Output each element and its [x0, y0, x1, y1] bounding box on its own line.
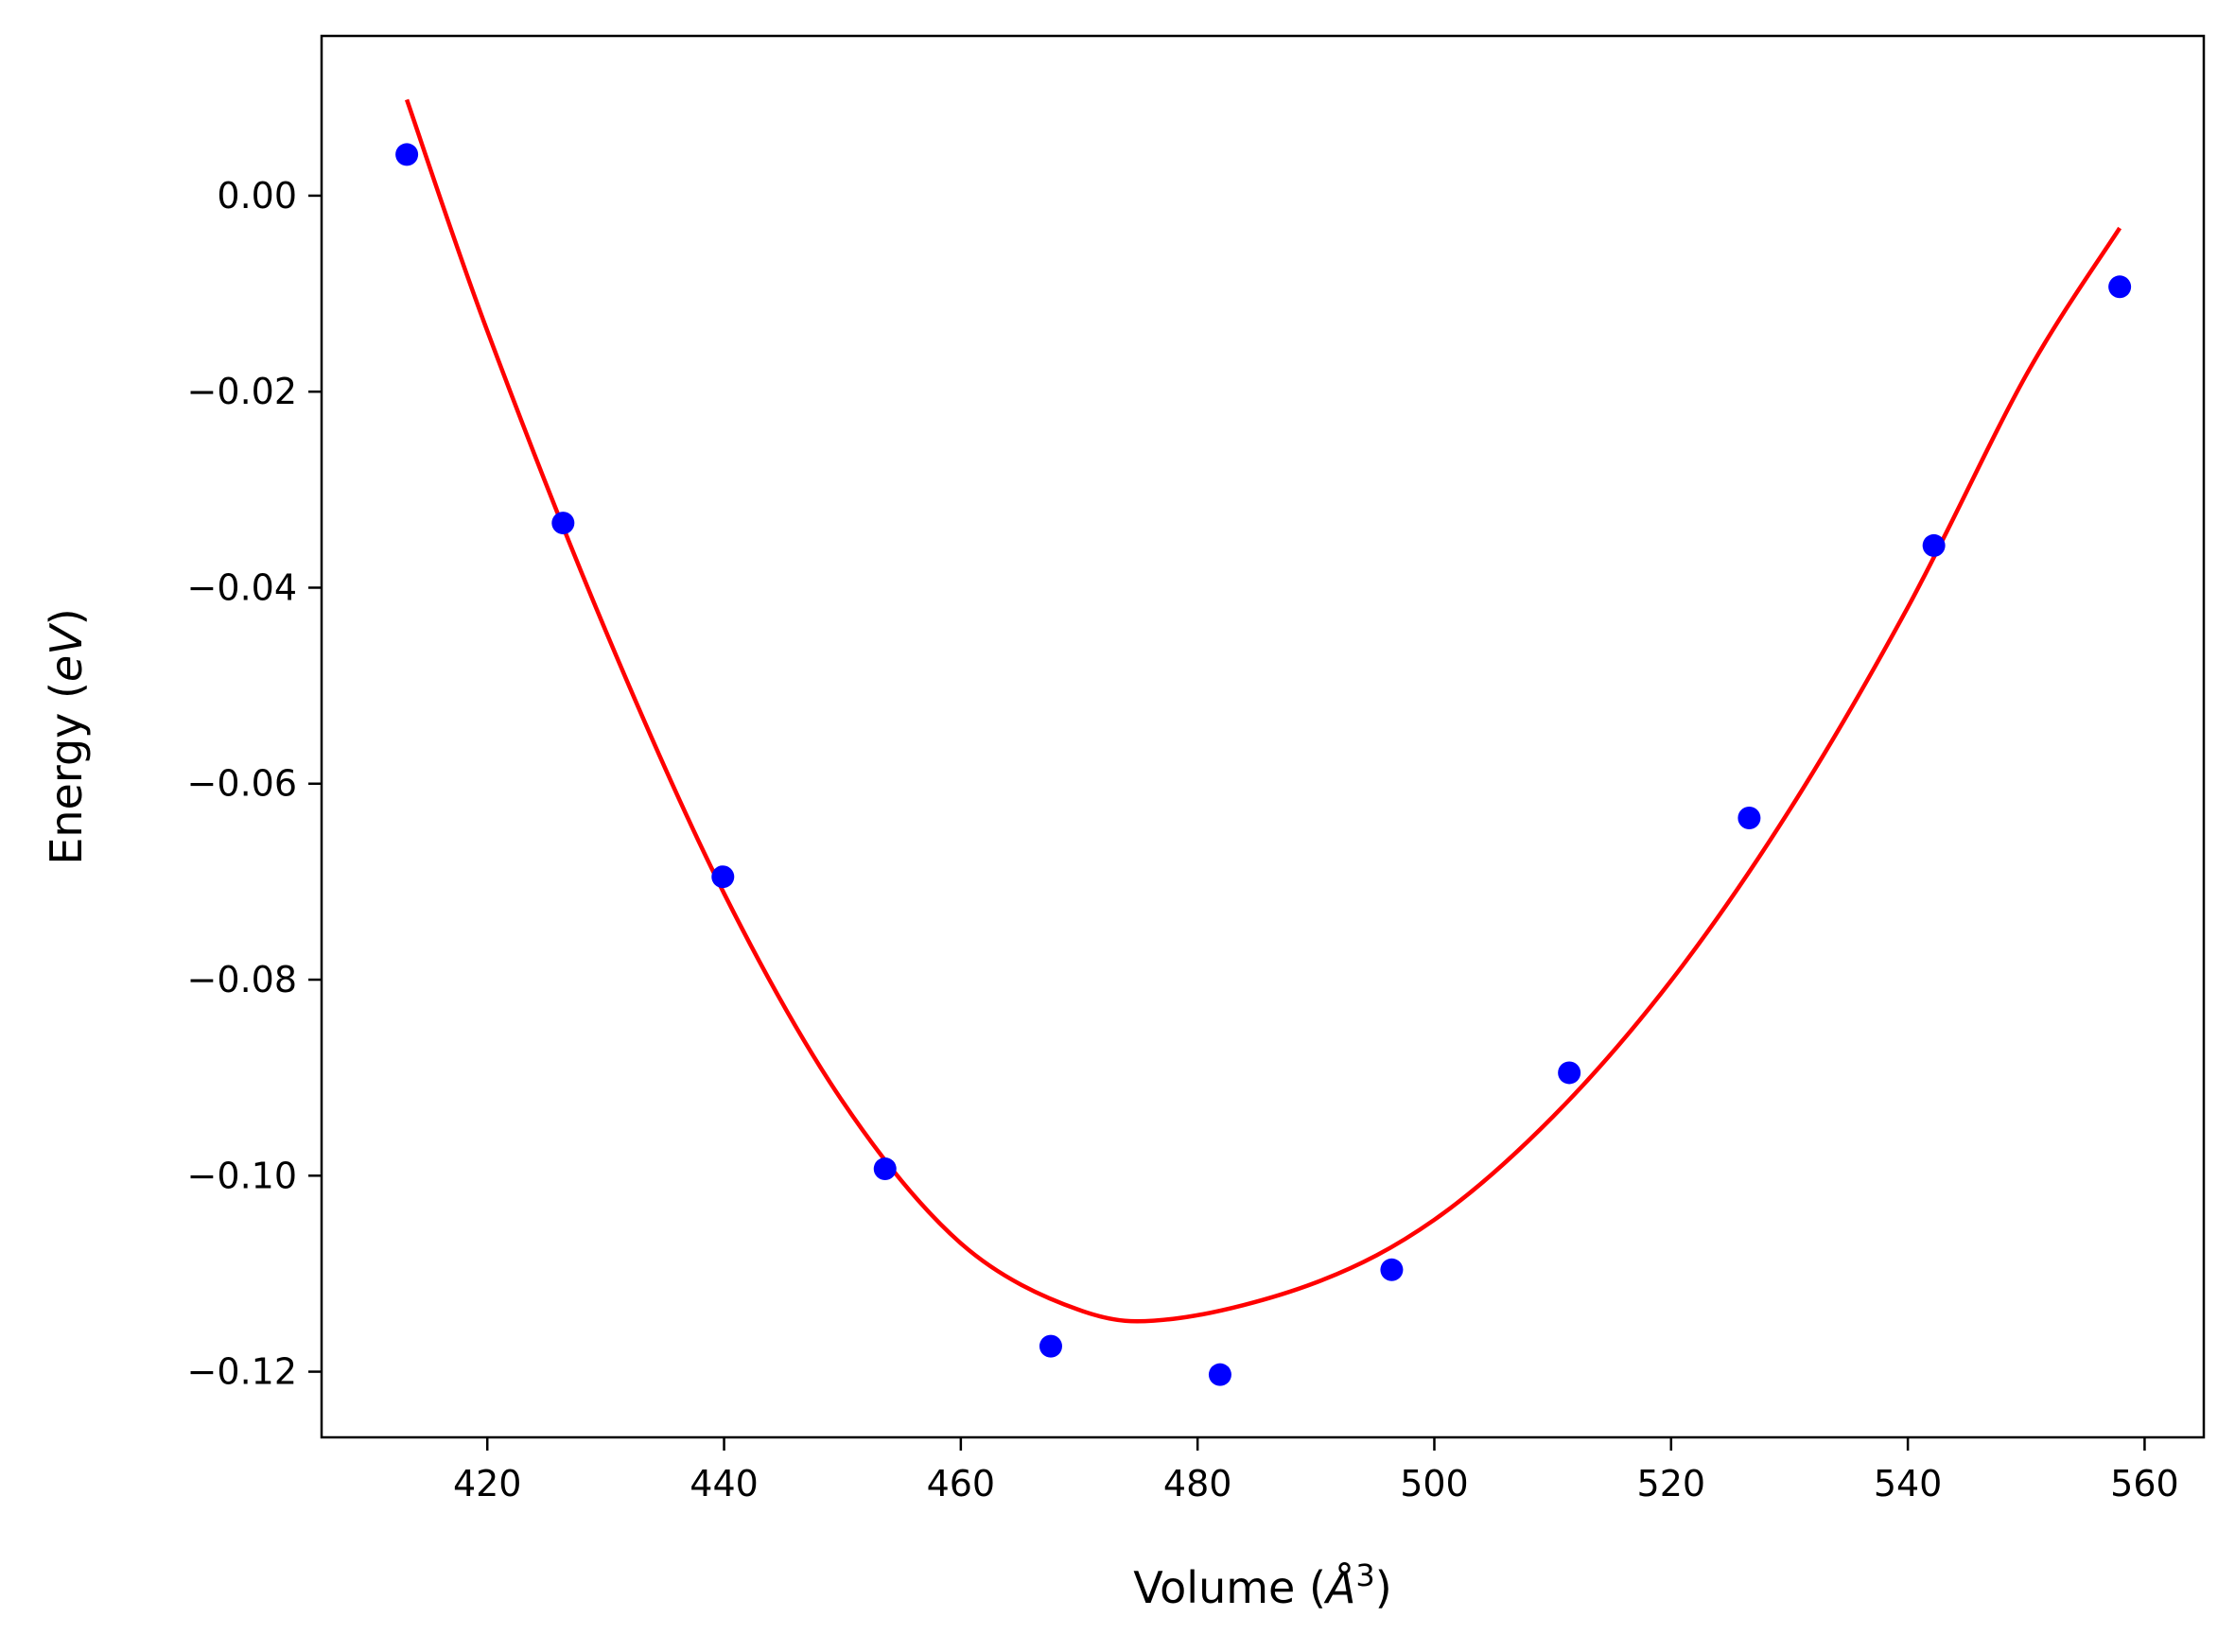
x-axis-label: Volume (Å3)	[1133, 1557, 1391, 1613]
data-point	[1039, 1334, 1062, 1358]
data-point	[1737, 807, 1761, 830]
y-axis-label-text: Energy	[41, 713, 92, 865]
data-points-layer	[395, 143, 2132, 1386]
y-axis-ticks: 0.00 −0.02 −0.04 −0.06 −0.08 −0.10 −0.12	[187, 175, 322, 1393]
plot-frame	[320, 34, 2206, 1439]
x-axis-ticks: 420 440 460 480 500 520 540 560	[453, 1437, 2179, 1504]
x-axis-label-text: Volume	[1133, 1562, 1295, 1613]
y-tick-label: −0.10	[187, 1155, 297, 1196]
y-tick-label: −0.08	[187, 959, 297, 1000]
data-point	[1922, 533, 1946, 557]
y-tick-label: −0.02	[187, 371, 297, 412]
y-axis-label-unit: eV	[41, 622, 92, 682]
data-point	[711, 865, 735, 889]
y-tick-label: −0.04	[187, 566, 297, 608]
fit-curve-layer	[404, 98, 2122, 1324]
x-tick-label: 540	[1874, 1463, 1943, 1504]
data-point	[1380, 1258, 1404, 1281]
x-axis-label-exponent: 3	[1355, 1557, 1374, 1593]
data-point	[873, 1157, 897, 1181]
y-axis-label: Energy (eV)	[41, 608, 92, 864]
x-tick-label: 560	[2110, 1463, 2179, 1504]
data-point	[551, 512, 575, 535]
x-tick-label: 520	[1637, 1463, 1706, 1504]
data-point	[1558, 1061, 1581, 1085]
y-tick-label: 0.00	[217, 175, 297, 217]
x-tick-label: 460	[927, 1463, 996, 1504]
x-axis-label-unit: Å	[1323, 1562, 1355, 1613]
fit-curve-line	[404, 98, 2122, 1324]
x-tick-label: 420	[453, 1463, 522, 1504]
data-point	[2108, 275, 2132, 299]
data-point	[395, 143, 419, 166]
y-tick-label: −0.06	[187, 763, 297, 805]
plot-area	[322, 36, 2204, 1437]
data-point	[1208, 1363, 1231, 1386]
x-tick-label: 500	[1400, 1463, 1469, 1504]
x-tick-label: 480	[1163, 1463, 1232, 1504]
y-tick-label: −0.12	[187, 1351, 297, 1393]
x-tick-label: 440	[690, 1463, 759, 1504]
